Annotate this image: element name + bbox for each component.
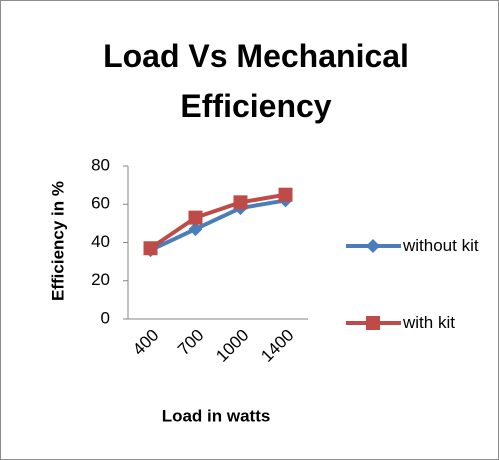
legend-label: with kit xyxy=(403,313,455,332)
marker xyxy=(233,195,248,210)
x-tick-label: 400 xyxy=(129,326,162,359)
marker xyxy=(143,241,158,256)
y-tick-label: 40 xyxy=(91,232,110,251)
x-tick-label: 700 xyxy=(174,326,207,359)
x-tick-label: 1400 xyxy=(257,326,297,366)
x-axis-label: Load in watts xyxy=(162,406,271,425)
marker xyxy=(188,210,203,225)
chart-title: Load Vs Mechanical Efficiency xyxy=(103,38,409,124)
series-line xyxy=(149,198,286,252)
y-tick-label: 80 xyxy=(91,155,110,174)
y-tick-label: 0 xyxy=(101,308,110,327)
marker xyxy=(278,187,293,202)
legend-marker xyxy=(366,316,380,330)
legend-label: without kit xyxy=(403,236,479,255)
series-line xyxy=(149,192,286,250)
x-tick-label: 1000 xyxy=(212,326,252,366)
marker xyxy=(188,222,203,237)
y-tick-label: 60 xyxy=(91,194,110,213)
y-axis-label: Efficiency in % xyxy=(48,181,67,301)
y-tick-label: 20 xyxy=(91,270,110,289)
legend-marker xyxy=(366,239,380,253)
